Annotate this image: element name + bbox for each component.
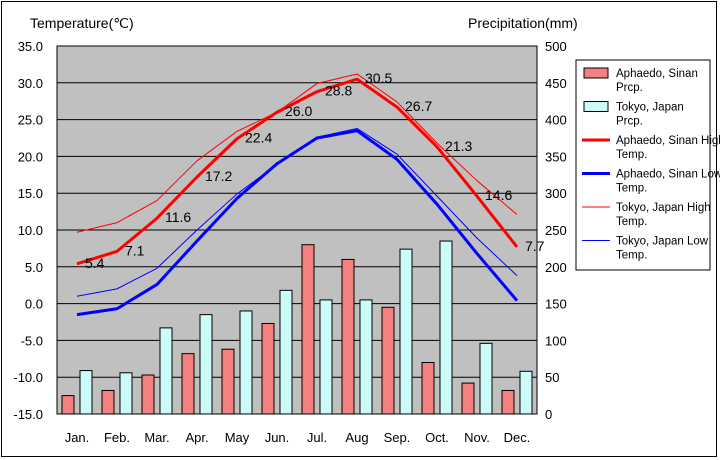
precip-bar — [181, 353, 195, 415]
right-tick-label: 150 — [545, 297, 567, 312]
right-axis-title: Precipitation(mm) — [468, 15, 578, 31]
x-tick-label: Nov. — [464, 430, 490, 445]
right-tick-label: 300 — [545, 186, 567, 201]
data-label: 21.3 — [445, 138, 472, 154]
right-tick-label: 400 — [545, 113, 567, 128]
left-tick-label: 10.0 — [18, 223, 43, 238]
precip-bar — [381, 306, 395, 415]
right-tick-label: 50 — [545, 370, 559, 385]
right-tick-label: 350 — [545, 149, 567, 164]
x-tick-label: Mar. — [144, 430, 169, 445]
precip-bar — [221, 348, 235, 415]
legend-label: Aphaedo, Sinan Low Temp. — [616, 169, 720, 195]
precip-bar — [439, 240, 453, 415]
right-tick-label: 500 — [545, 39, 567, 54]
precip-bar — [319, 299, 333, 415]
right-tick-label: 200 — [545, 260, 567, 275]
data-label: 5.4 — [85, 255, 105, 271]
data-label: 28.8 — [325, 83, 352, 99]
left-tick-label: -15.0 — [13, 407, 43, 422]
left-tick-label: -10.0 — [13, 370, 43, 385]
precip-bar — [479, 342, 493, 415]
left-axis-title: Temperature(℃) — [30, 15, 134, 31]
x-tick-label: Jan. — [65, 430, 90, 445]
left-tick-label: 20.0 — [18, 149, 43, 164]
data-label: 7.7 — [525, 238, 545, 254]
left-tick-label: 30.0 — [18, 76, 43, 91]
right-tick-label: 0 — [545, 407, 552, 422]
precip-bar — [199, 314, 213, 415]
data-label: 14.6 — [485, 187, 512, 203]
precip-bar — [119, 372, 133, 415]
precip-bar — [159, 327, 173, 415]
legend-label: Tokyo, Japan High Temp. — [616, 202, 711, 228]
data-label: 26.0 — [285, 103, 312, 119]
precip-bar — [501, 389, 515, 415]
data-label: 30.5 — [365, 70, 392, 86]
data-label: 17.2 — [205, 168, 232, 184]
legend: Aphaedo, Sinan Prcp. Tokyo, Japan Prcp. Apha… — [575, 59, 720, 271]
right-tick-label: 450 — [545, 76, 567, 91]
precip-bar — [261, 322, 275, 415]
precip-bar — [421, 361, 435, 415]
temp-line — [76, 73, 518, 233]
x-tick-label: Aug — [345, 430, 368, 445]
precip-bar — [301, 244, 315, 415]
legend-swatch — [583, 101, 609, 112]
temp-line — [76, 77, 519, 266]
data-label: 11.6 — [165, 209, 191, 225]
data-label: 7.1 — [125, 242, 145, 258]
legend-label: Aphaedo, Sinan High Temp. — [616, 135, 720, 161]
x-tick-label: Jun. — [265, 430, 290, 445]
x-tick-label: Oct. — [425, 430, 449, 445]
data-label: 26.7 — [405, 98, 432, 114]
data-label: 22.4 — [245, 130, 272, 146]
precip-bar — [341, 258, 355, 415]
right-tick-label: 100 — [545, 333, 567, 348]
x-tick-label: Feb. — [104, 430, 130, 445]
precip-bar — [359, 299, 373, 415]
legend-swatch — [583, 67, 609, 79]
temp-line — [76, 129, 519, 317]
precip-bar — [61, 395, 75, 415]
x-tick-label: Dec. — [504, 430, 531, 445]
precip-bar — [79, 370, 93, 415]
left-tick-label: -5.0 — [21, 333, 43, 348]
precip-bar — [141, 374, 155, 415]
precip-bar — [279, 289, 293, 415]
left-tick-label: 35.0 — [18, 39, 43, 54]
x-tick-label: May — [225, 430, 250, 445]
precip-bar — [461, 382, 475, 415]
left-tick-label: 5.0 — [25, 260, 43, 275]
legend-label: Tokyo, Japan Low Temp. — [616, 236, 709, 262]
precip-bar — [239, 310, 253, 415]
legend-box — [575, 59, 711, 271]
precip-bar — [519, 370, 533, 415]
precip-bar — [101, 389, 115, 415]
left-tick-label: 15.0 — [18, 186, 43, 201]
x-tick-label: Jul. — [307, 430, 327, 445]
x-tick-label: Apr. — [185, 430, 208, 445]
legend-label: Tokyo, Japan Prcp. — [616, 102, 684, 128]
x-tick-label: Sep. — [384, 430, 411, 445]
left-tick-label: 25.0 — [18, 113, 43, 128]
precip-bar — [399, 248, 413, 415]
right-tick-label: 250 — [545, 223, 567, 238]
left-tick-label: 0.0 — [25, 297, 43, 312]
legend-label: Aphaedo, Sinan Prcp. — [616, 68, 698, 94]
